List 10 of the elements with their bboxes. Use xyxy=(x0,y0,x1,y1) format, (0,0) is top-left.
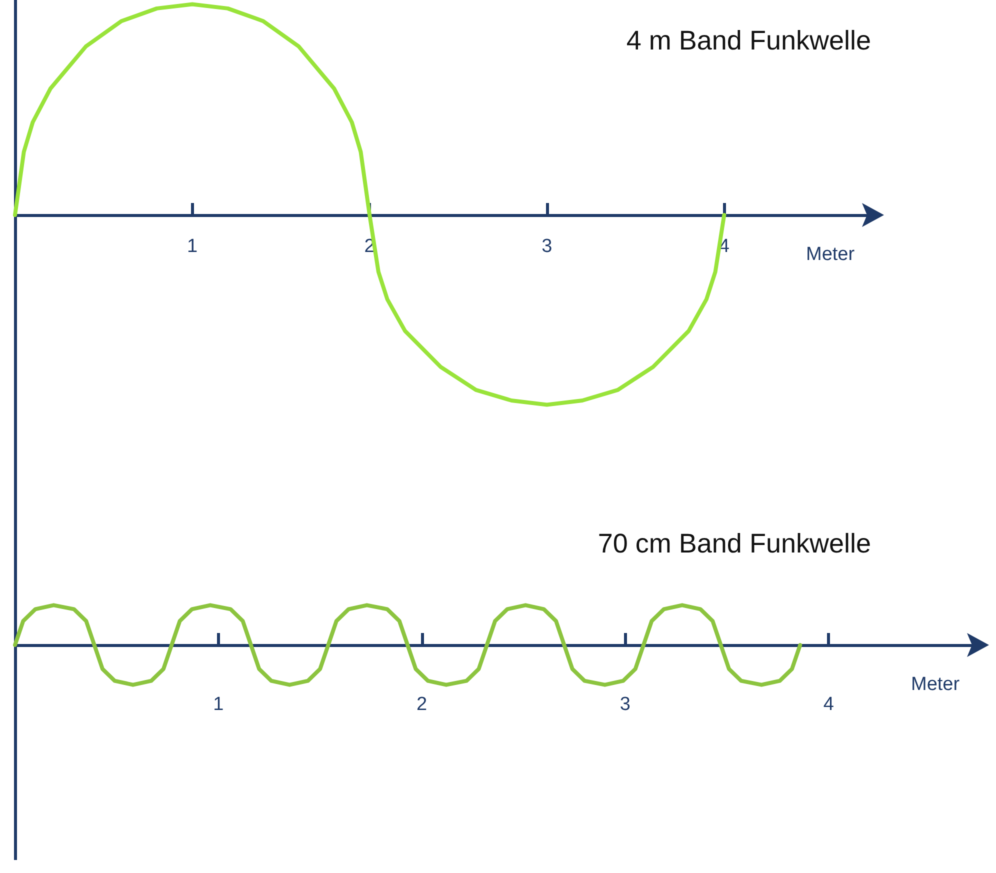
x-tick-label: 1 xyxy=(187,236,198,257)
x-tick-label: 1 xyxy=(213,694,224,715)
chart-title: 70 cm Band Funkwelle xyxy=(598,528,872,558)
x-axis-title: Meter xyxy=(806,244,856,265)
x-tick-label: 3 xyxy=(542,236,552,257)
x-axis-title: Meter xyxy=(911,674,960,695)
x-tick-label: 2 xyxy=(416,694,428,715)
x-tick-label: 4 xyxy=(823,694,834,715)
text: 4 m Band Funkwelle xyxy=(626,26,872,56)
x-tick-label: 3 xyxy=(620,694,630,715)
